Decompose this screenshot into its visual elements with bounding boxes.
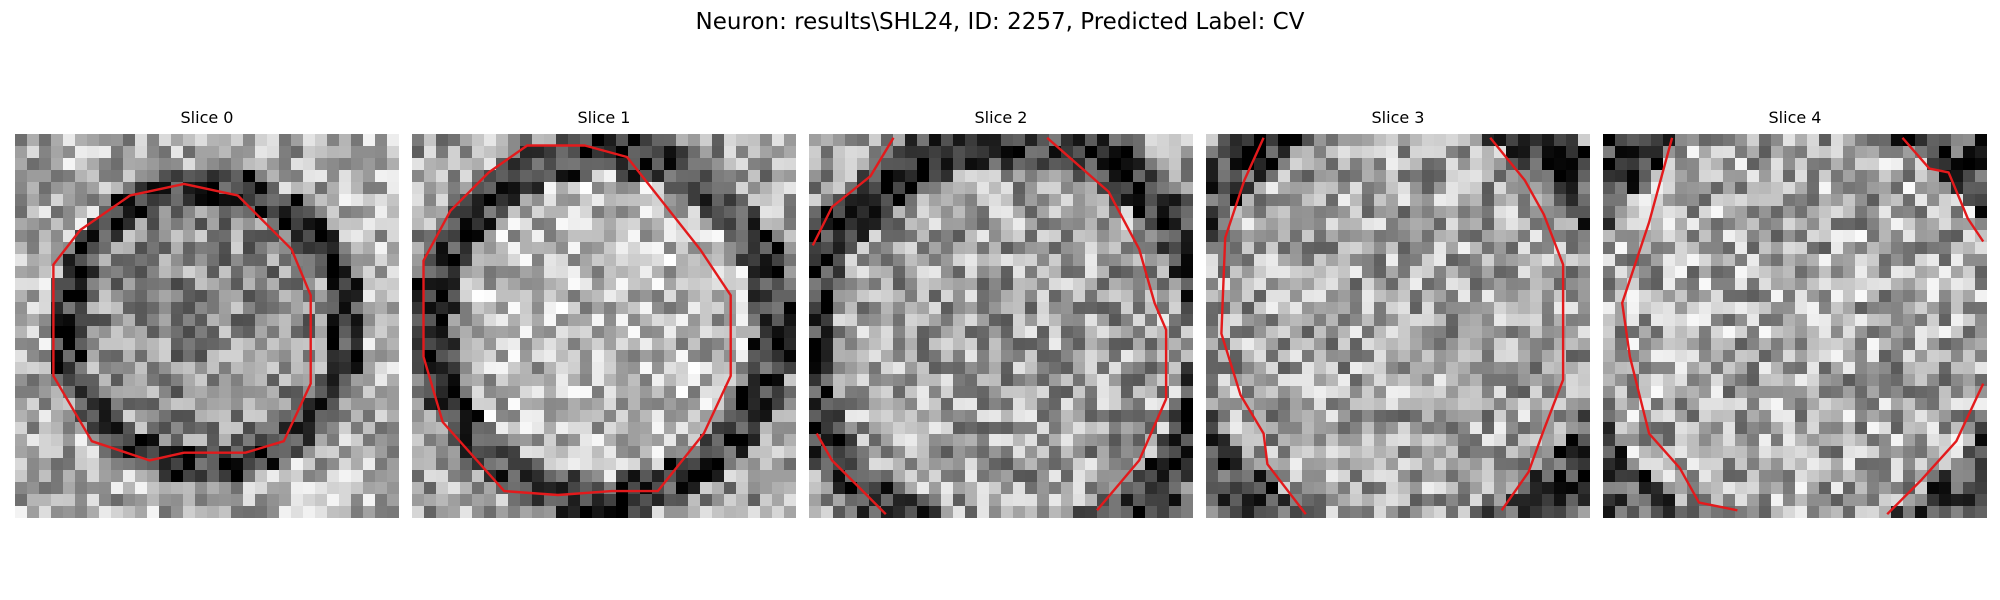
slice-image-4 bbox=[1603, 134, 1987, 518]
slice-title-2: Slice 2 bbox=[974, 108, 1028, 127]
slice-image-0 bbox=[15, 134, 399, 518]
segmentation-contour-3 bbox=[815, 432, 887, 516]
slice-panel-4: Slice 4 bbox=[1603, 108, 1987, 518]
figure-title: Neuron: results\SHL24, ID: 2257, Predict… bbox=[695, 9, 1305, 35]
slice-image-1 bbox=[412, 134, 796, 518]
slice-panel-3: Slice 3 bbox=[1206, 108, 1590, 518]
slice-image-3 bbox=[1206, 134, 1590, 518]
segmentation-contour-2 bbox=[1489, 137, 1565, 511]
slice-title-1: Slice 1 bbox=[577, 108, 631, 127]
pixel-grid bbox=[15, 134, 399, 518]
slice-title-0: Slice 0 bbox=[180, 108, 234, 127]
segmentation-contour-2 bbox=[1901, 137, 1985, 243]
slice-image-2 bbox=[809, 134, 1193, 518]
segmentation-contour bbox=[1046, 136, 1168, 512]
segmentation-contour-2 bbox=[811, 137, 895, 246]
slice-panel-0: Slice 0 bbox=[15, 108, 399, 518]
segmentation-contour-3 bbox=[1886, 383, 1985, 516]
slice-panel-2: Slice 2 bbox=[809, 108, 1193, 518]
slice-title-3: Slice 3 bbox=[1371, 108, 1425, 127]
slice-title-4: Slice 4 bbox=[1768, 108, 1822, 127]
pixel-grid bbox=[1206, 134, 1590, 518]
segmentation-contour bbox=[52, 182, 312, 462]
segmentation-contour bbox=[1621, 137, 1738, 512]
pixel-grid bbox=[1603, 134, 1987, 518]
slice-panel-1: Slice 1 bbox=[412, 108, 796, 518]
segmentation-contour bbox=[422, 144, 732, 497]
pixel-grid bbox=[809, 134, 1193, 518]
segmentation-contour bbox=[1220, 137, 1307, 515]
